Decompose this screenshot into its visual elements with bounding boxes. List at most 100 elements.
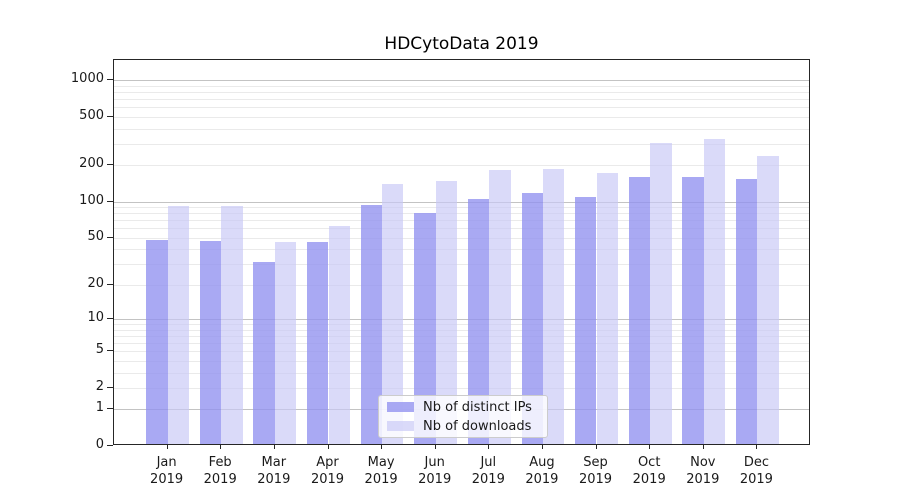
bar-jun-downloads	[435, 180, 458, 444]
bar-jan-distinct-ips	[146, 240, 168, 444]
minor-gridline	[114, 165, 809, 167]
x-axis-label-feb: Feb 2019	[190, 454, 250, 488]
bar-feb-downloads	[221, 206, 243, 444]
y-axis-tick-label: 1	[95, 400, 104, 416]
minor-gridline	[114, 98, 809, 100]
x-axis-tick-mark	[166, 445, 168, 449]
y-axis-tick-mark	[107, 350, 113, 352]
bar-sep-downloads	[596, 172, 618, 444]
major-gridline	[114, 80, 809, 81]
major-gridline	[114, 319, 809, 320]
x-axis-year-text: 2019	[150, 472, 184, 487]
x-axis-year-text: 2019	[203, 472, 237, 487]
x-axis-year-text: 2019	[525, 472, 559, 487]
minor-gridline	[114, 116, 809, 118]
x-axis-year-text: 2019	[632, 472, 666, 487]
y-axis-tick-label: 10	[87, 310, 104, 325]
bar-jul-downloads	[489, 170, 511, 444]
bar-nov-downloads	[703, 138, 726, 444]
minor-gridline	[114, 107, 809, 108]
x-axis-month-text: Dec	[743, 455, 769, 470]
x-axis-year-text: 2019	[257, 472, 291, 487]
x-axis-tick-mark	[702, 445, 704, 449]
y-axis-tick-mark	[107, 164, 113, 166]
bar-mar-distinct-ips	[253, 262, 275, 444]
minor-gridline	[114, 342, 809, 344]
minor-gridline	[114, 237, 809, 239]
x-axis-label-oct: Oct 2019	[619, 454, 679, 488]
y-axis-tick-label: 20	[87, 275, 104, 291]
x-axis-month-text: May	[367, 455, 395, 470]
legend-swatch-distinct-ips	[387, 402, 414, 412]
bar-oct-downloads	[650, 143, 672, 444]
y-axis-tick-mark	[107, 79, 113, 80]
x-axis-tick-mark	[649, 445, 651, 449]
bar-may-downloads	[382, 184, 404, 444]
bar-mar-downloads	[274, 242, 297, 444]
x-axis-month-text: Sep	[583, 455, 608, 470]
bar-jan-downloads	[167, 206, 189, 444]
minor-gridline	[114, 143, 809, 145]
minor-gridline	[114, 335, 809, 337]
x-axis-tick-mark	[595, 445, 597, 449]
x-axis-label-dec: Dec 2019	[726, 454, 786, 488]
x-axis-month-text: Mar	[261, 455, 287, 470]
legend-swatch-downloads	[387, 421, 414, 431]
y-axis-tick-label: 100	[79, 192, 104, 208]
y-axis-tick-mark	[107, 283, 113, 285]
legend-label: Nb of distinct IPs	[423, 399, 532, 415]
x-axis-month-text: Jul	[480, 455, 497, 470]
x-axis-tick-mark	[327, 445, 329, 449]
bar-may-distinct-ips	[360, 205, 382, 444]
minor-gridline	[114, 360, 809, 362]
x-axis-month-text: Nov	[690, 455, 716, 470]
x-axis-year-text: 2019	[739, 472, 773, 487]
legend-row: Nb of downloads	[387, 419, 539, 434]
y-axis-tick-label: 200	[79, 156, 104, 172]
legend-label: Nb of downloads	[423, 418, 532, 434]
x-axis-year-text: 2019	[364, 472, 398, 487]
x-axis-year-text: 2019	[310, 472, 345, 487]
y-axis-tick-mark	[107, 408, 113, 410]
y-axis-tick-label: 5	[95, 342, 104, 358]
y-axis-tick-mark	[107, 318, 113, 319]
bar-nov-distinct-ips	[682, 177, 704, 444]
bar-aug-downloads	[542, 169, 565, 444]
x-axis-tick-mark	[541, 445, 543, 449]
bar-feb-distinct-ips	[199, 241, 222, 444]
x-axis-tick-mark	[488, 445, 490, 449]
x-axis-month-text: Feb	[208, 455, 232, 470]
minor-gridline	[114, 128, 809, 130]
x-axis-month-text: Jun	[424, 455, 445, 470]
x-axis-month-text: Oct	[637, 455, 661, 470]
x-axis-label-may: May 2019	[351, 454, 411, 488]
minor-gridline	[114, 228, 809, 230]
bar-sep-distinct-ips	[575, 196, 597, 444]
x-axis-label-jan: Jan 2019	[137, 454, 197, 488]
x-axis-month-text: Jan	[156, 455, 177, 470]
y-axis-tick-label: 500	[79, 107, 104, 123]
x-axis-year-text: 2019	[686, 472, 720, 487]
major-gridline	[114, 201, 809, 203]
x-axis-label-mar: Mar 2019	[244, 454, 304, 488]
minor-gridline	[114, 213, 809, 215]
minor-gridline	[114, 220, 809, 222]
legend: Nb of distinct IPs Nb of downloads	[378, 395, 548, 438]
x-axis-label-jul: Jul 2019	[458, 454, 518, 488]
x-axis-month-text: Apr	[316, 455, 339, 470]
minor-gridline	[114, 284, 809, 286]
y-axis-tick-label: 50	[87, 228, 104, 244]
minor-gridline	[114, 372, 809, 374]
bar-dec-downloads	[757, 156, 779, 444]
y-axis-tick-label: 1000	[70, 71, 104, 86]
grid-layer	[114, 60, 809, 444]
x-axis-year-text: 2019	[418, 472, 452, 487]
bar-apr-distinct-ips	[307, 242, 329, 444]
x-axis-tick-mark	[273, 445, 275, 449]
minor-gridline	[114, 264, 809, 266]
x-axis-label-aug: Aug 2019	[512, 454, 572, 488]
minor-gridline	[114, 85, 809, 87]
minor-gridline	[114, 91, 809, 93]
x-axis-tick-mark	[220, 445, 222, 449]
